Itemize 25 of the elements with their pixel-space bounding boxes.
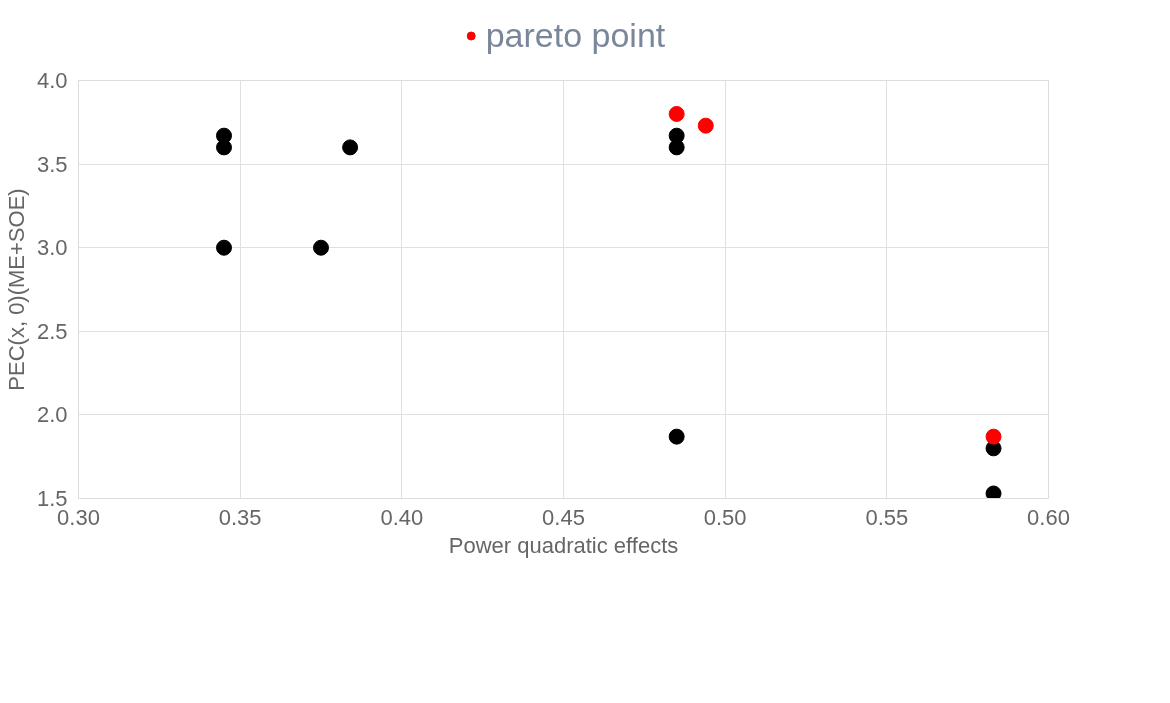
y-axis-title: PEC(x, 0)(ME+SOE): [3, 188, 29, 391]
x-tick-label: 0.50: [703, 504, 747, 530]
point: [342, 139, 359, 156]
point: [668, 428, 685, 445]
point: [313, 239, 329, 256]
point: [216, 139, 232, 156]
x-axis-title: Power quadratic effects: [448, 532, 679, 558]
y-tick-label: 2.5: [36, 318, 68, 344]
x-tick-label: 0.35: [218, 504, 262, 530]
point: [216, 239, 232, 256]
y-tick-label: 2.0: [36, 402, 68, 428]
point: [985, 485, 1002, 499]
point: [697, 117, 714, 134]
point: [668, 105, 685, 122]
x-tick-label: 0.45: [542, 504, 585, 530]
y-tick-label: 3.5: [36, 151, 68, 177]
y-tick-label: 3.0: [36, 235, 68, 261]
x-tick-label: 0.55: [865, 504, 909, 530]
x-tick-label: 0.60: [1027, 504, 1070, 530]
point: [668, 139, 685, 156]
y-tick-label: 1.5: [36, 486, 68, 511]
y-tick-label: 4.0: [36, 68, 68, 93]
x-tick-label: 0.40: [380, 504, 424, 530]
point: [985, 428, 1002, 445]
legend-label: pareto point: [485, 15, 666, 55]
